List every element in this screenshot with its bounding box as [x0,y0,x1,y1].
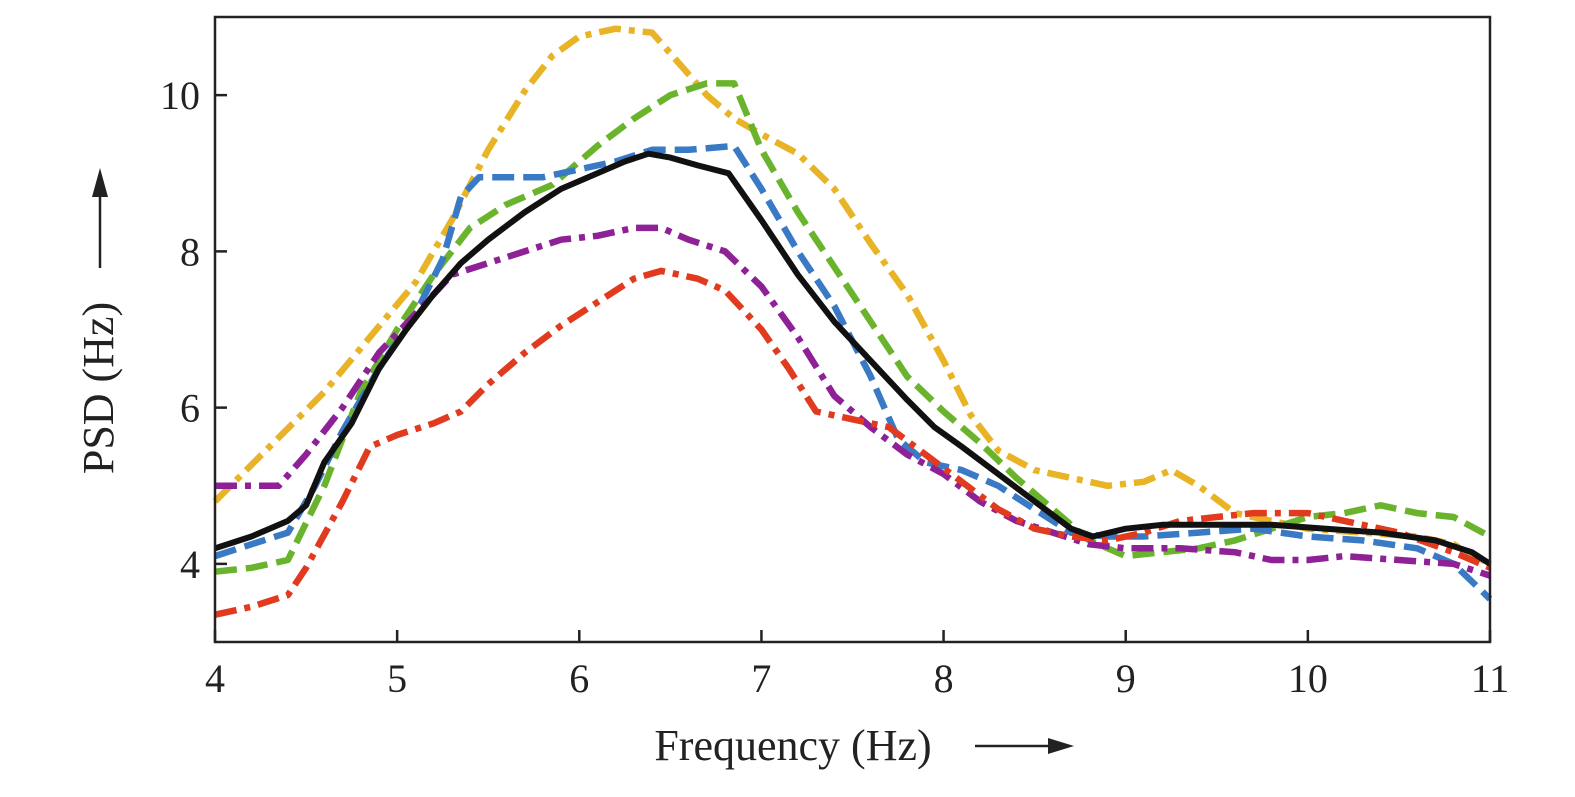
x-tick-label: 6 [569,656,589,701]
x-axis-arrow [975,738,1074,754]
x-axis-label: Frequency (Hz) [654,721,931,770]
plot-area-frame [213,15,1492,644]
y-axis-arrow [92,168,108,268]
y-axis-label: PSD (Hz) [74,302,123,474]
x-tick-label: 11 [1471,656,1510,701]
series-line-5 [214,267,1492,618]
y-tick-label: 10 [160,73,200,118]
y-tick-label: 4 [180,542,200,587]
x-tick-label: 7 [751,656,771,701]
series-layer [212,25,1493,618]
x-tick-label: 9 [1116,656,1136,701]
y-tick-label: 6 [180,386,200,431]
y-tick-label: 8 [180,229,200,274]
series-line-1 [212,25,1492,567]
x-tick-label: 5 [387,656,407,701]
tick-labels: 4 5 6 7 8 9 10 11 4 6 8 10 [160,73,1509,701]
axis-ticks [213,93,1492,642]
x-tick-label: 4 [205,656,225,701]
x-tick-label: 10 [1288,656,1328,701]
x-tick-label: 8 [934,656,954,701]
series-line-4 [215,224,1491,579]
series-line-6 [214,150,1492,567]
